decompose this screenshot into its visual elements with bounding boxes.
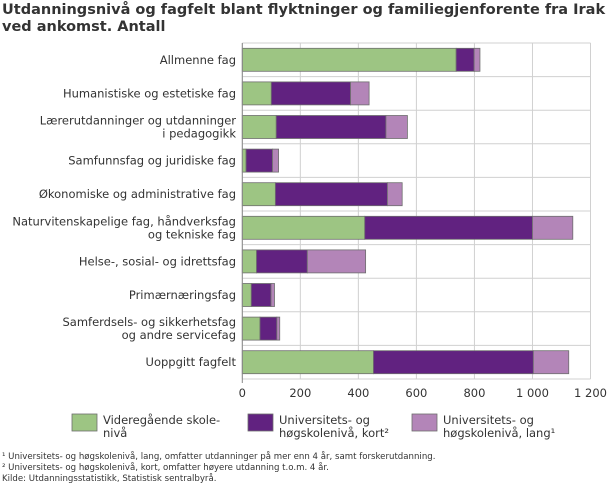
bar-segment-2 (245, 148, 273, 173)
bar-segment-3 (473, 47, 481, 72)
category-label: Uoppgitt fagfelt (146, 355, 237, 369)
bar-segment-3 (532, 215, 574, 240)
category-label: Økonomiske og administrative fag (39, 187, 236, 201)
bar-segment-3 (306, 249, 367, 274)
footnote-2: ² Universitets- og høgskolenivå, kort, o… (2, 463, 329, 473)
bar-segment-3 (350, 81, 370, 106)
legend-label: Universitets- og høgskolenivå, lang¹ (443, 413, 555, 440)
x-tick-label: 600 (405, 386, 427, 400)
bar-segment-1 (241, 115, 277, 139)
bar-segment-2 (270, 81, 351, 106)
bar-segment-2 (275, 115, 387, 139)
x-tick-label: 200 (289, 386, 311, 400)
bar-segment-1 (241, 148, 247, 173)
x-tick-label: 800 (463, 386, 485, 400)
chart-title: Utdanningsnivå og fagfelt blant flyktnin… (2, 2, 606, 35)
category-label: Lærerutdanninger og utdanninger i pedagog… (40, 114, 237, 141)
bar-segment-1 (241, 215, 366, 240)
footnote-1: ¹ Universitets- og høgskolenivå, lang, o… (2, 452, 436, 462)
legend-label: Universitets- og høgskolenivå, kort² (279, 413, 389, 440)
category-label: Samfunnsfag og juridiske fag (68, 154, 236, 168)
legend-swatch (411, 413, 438, 432)
bar-segment-3 (270, 283, 275, 307)
bar-segment-2 (256, 249, 308, 274)
bar-segment-2 (455, 47, 475, 72)
x-tick-label: 400 (347, 386, 369, 400)
source-note: Kilde: Utdanningsstatistikk, Statistisk … (2, 474, 217, 484)
x-tick-label: 0 (239, 386, 246, 400)
bar-segment-3 (386, 182, 403, 207)
bar-segment-2 (250, 283, 272, 307)
bar-segment-2 (364, 215, 533, 240)
footnotes: ¹ Universitets- og høgskolenivå, lang, o… (2, 452, 435, 485)
x-tick-label: 1 200 (574, 386, 607, 400)
legend-label: Videregående skole-nivå (103, 413, 220, 440)
bar-segment-1 (241, 182, 276, 207)
category-label: Allmenne fag (160, 53, 236, 67)
bar-segment-1 (241, 81, 272, 106)
bar-segment-2 (259, 316, 278, 341)
bar-segment-3 (385, 115, 408, 139)
bar-segment-1 (241, 249, 257, 274)
bar-segment-2 (274, 182, 388, 207)
category-label: Helse-, sosial- og idrettsfag (79, 254, 236, 268)
legend-swatch (247, 413, 274, 432)
bar-segment-1 (241, 316, 261, 341)
bar-segment-1 (241, 283, 252, 307)
bar-segment-3 (272, 148, 279, 173)
bar-segment-3 (276, 316, 281, 341)
category-label: Samferdsels- og sikkerhetsfag og andre se… (62, 315, 236, 342)
bar-segment-1 (241, 350, 374, 375)
bar-segment-2 (373, 350, 534, 375)
category-label: Naturvitenskapelige fag, håndverksfag og … (12, 214, 236, 241)
legend-swatch (71, 413, 98, 432)
category-label: Humanistiske og estetiske fag (63, 86, 236, 100)
bar-segment-1 (241, 47, 457, 72)
category-label: Primærnæringsfag (129, 288, 236, 302)
bar-segment-3 (532, 350, 570, 375)
x-tick-label: 1 000 (516, 386, 549, 400)
